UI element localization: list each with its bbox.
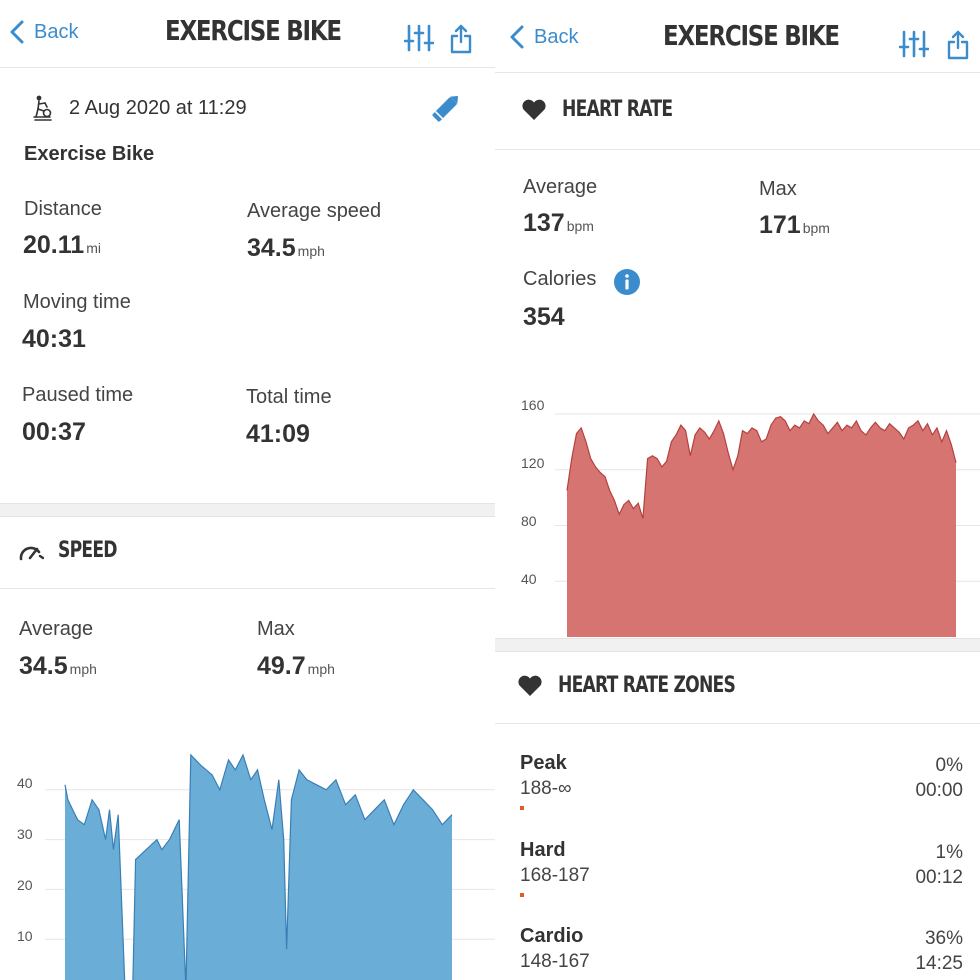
section-divider	[0, 503, 495, 517]
heart-icon	[518, 675, 542, 696]
left-screen: Back EXERCISE BIKE 2 Aug 2020 at 11:29	[0, 0, 495, 980]
hr-y-tick: 80	[521, 513, 537, 529]
hr-y-tick: 40	[521, 571, 537, 587]
hr-avg-unit: bpm	[566, 218, 594, 234]
hr-avg-number: 137	[523, 209, 565, 237]
zone-percent: 1%	[935, 842, 963, 863]
heart-icon	[522, 99, 546, 120]
activity-datetime: 2 Aug 2020 at 11:29	[69, 97, 247, 119]
moving-time-value: 40:31	[22, 325, 86, 353]
zone-name: Peak	[520, 752, 567, 774]
sliders-icon[interactable]	[404, 24, 434, 52]
nav-bar: Back EXERCISE BIKE	[0, 0, 495, 68]
chevron-left-icon	[10, 20, 24, 44]
zone-color-dot	[520, 806, 524, 810]
zone-name: Cardio	[520, 925, 584, 947]
sliders-icon[interactable]	[899, 30, 929, 58]
section-divider	[495, 638, 980, 652]
speed-max-number: 49.7	[257, 652, 306, 680]
back-label: Back	[34, 20, 79, 43]
speed-avg-unit: mph	[69, 661, 97, 677]
heart-rate-title: HEART RATE	[562, 97, 673, 122]
moving-time-label: Moving time	[23, 291, 131, 313]
hr-avg-value: 137 bpm	[523, 209, 594, 238]
speed-y-tick: 30	[17, 826, 33, 842]
right-screen: Back EXERCISE BIKE HEART RATE Average 13…	[495, 0, 980, 980]
page-title: EXERCISE BIKE	[663, 19, 840, 52]
speed-max-value: 49.7 mph	[257, 652, 335, 681]
speedometer-icon	[19, 546, 44, 561]
hr-max-number: 171	[759, 211, 801, 239]
speed-max-label: Max	[257, 618, 295, 640]
zone-time: 00:00	[915, 780, 963, 801]
hr-max-value: 171 bpm	[759, 211, 830, 240]
hr-zones-section-header: HEART RATE ZONES	[495, 652, 980, 724]
zone-range: 188-∞	[520, 778, 572, 799]
speed-avg-number: 34.5	[19, 652, 68, 680]
avg-speed-unit: mph	[297, 243, 325, 259]
hr-zones-title: HEART RATE ZONES	[558, 673, 736, 698]
total-time-value: 41:09	[246, 420, 310, 448]
hr-max-label: Max	[759, 178, 797, 200]
nav-bar: Back EXERCISE BIKE	[495, 0, 980, 73]
paused-time-value: 00:37	[22, 418, 86, 446]
zone-percent: 36%	[924, 928, 963, 949]
zone-name: Hard	[520, 839, 566, 861]
speed-max-unit: mph	[307, 661, 335, 677]
heart-rate-line	[566, 412, 957, 519]
paused-time-label: Paused time	[22, 384, 134, 406]
exercise-bike-icon	[33, 95, 52, 121]
zone-time: 00:12	[915, 867, 963, 888]
avg-speed-number: 34.5	[247, 234, 296, 262]
share-icon[interactable]	[449, 24, 473, 54]
speed-line	[64, 753, 453, 980]
pencil-icon[interactable]	[428, 91, 464, 125]
avg-speed-value: 34.5 mph	[247, 234, 325, 263]
zone-time: 14:25	[915, 953, 963, 974]
calories-label: Calories	[523, 268, 597, 290]
speed-chart	[45, 753, 495, 980]
distance-label: Distance	[24, 198, 102, 220]
speed-section-header: SPEED	[0, 517, 495, 589]
distance-value: 20.11 mi	[23, 231, 101, 260]
speed-avg-label: Average	[19, 618, 94, 640]
zone-percent: 0%	[935, 755, 963, 776]
hr-avg-label: Average	[523, 176, 598, 198]
back-button[interactable]: Back	[510, 25, 578, 49]
page-title: EXERCISE BIKE	[165, 14, 342, 47]
hr-max-unit: bpm	[802, 220, 830, 236]
calories-value: 354	[523, 303, 565, 331]
chevron-left-icon	[510, 25, 524, 49]
speed-y-tick: 10	[17, 928, 33, 944]
zone-range: 168-187	[520, 865, 590, 886]
zone-color-dot	[520, 893, 524, 897]
heart-rate-section-header: HEART RATE	[495, 73, 980, 150]
back-label: Back	[534, 25, 579, 48]
hr-y-tick: 120	[521, 455, 545, 471]
total-time-label: Total time	[246, 386, 332, 408]
hr-y-tick: 160	[521, 397, 545, 413]
activity-name: Exercise Bike	[24, 143, 155, 165]
speed-y-tick: 20	[17, 877, 33, 893]
back-button[interactable]: Back	[10, 20, 78, 44]
heart-rate-chart	[555, 412, 980, 637]
speed-avg-value: 34.5 mph	[19, 652, 97, 681]
distance-unit: mi	[86, 240, 101, 256]
share-icon[interactable]	[946, 30, 970, 60]
speed-title: SPEED	[58, 538, 118, 563]
heart-rate-area	[567, 413, 956, 637]
speed-area	[65, 754, 452, 980]
zone-range: 148-167	[520, 951, 590, 972]
avg-speed-label: Average speed	[247, 200, 382, 222]
info-icon[interactable]	[613, 268, 641, 296]
distance-number: 20.11	[23, 231, 85, 259]
speed-y-tick: 40	[17, 775, 33, 791]
